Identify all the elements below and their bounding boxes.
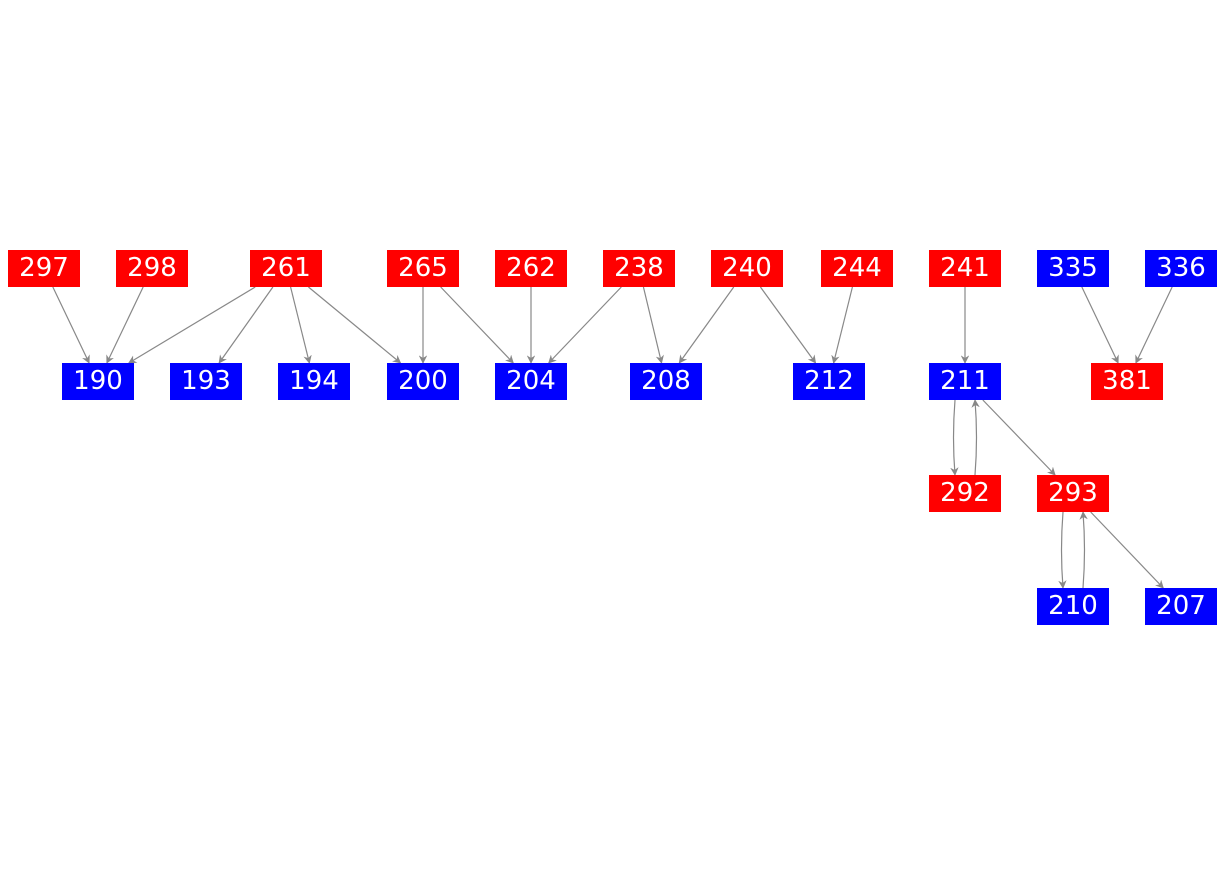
node-292: 292 [929,475,1001,512]
node-204: 204 [495,363,567,400]
node-207: 207 [1145,588,1217,625]
node-298: 298 [116,250,188,287]
edge-210-293 [1079,511,1088,589]
edge-261-194 [290,286,312,364]
node-335: 335 [1037,250,1109,287]
edge-211-293 [982,399,1056,476]
node-244: 244 [821,250,893,287]
node-200: 200 [387,363,459,400]
node-240: 240 [711,250,783,287]
node-293: 293 [1037,475,1109,512]
node-381: 381 [1091,363,1163,400]
edge-211-292 [950,399,959,476]
edge-297-190 [52,286,90,364]
node-262: 262 [495,250,567,287]
edge-240-208 [678,286,735,364]
node-211: 211 [929,363,1001,400]
node-208: 208 [630,363,702,400]
node-193: 193 [170,363,242,400]
edge-293-207 [1090,511,1164,589]
edge-292-211 [971,399,980,476]
node-241: 241 [929,250,1001,287]
edge-265-204 [440,286,514,364]
edge-336-381 [1135,286,1173,364]
edge-261-200 [308,286,402,364]
edge-261-193 [218,286,274,364]
edge-238-204 [548,286,622,364]
edge-238-208 [642,286,664,364]
node-212: 212 [793,363,865,400]
edge-240-212 [759,286,817,364]
node-261: 261 [250,250,322,287]
edge-335-381 [1081,286,1119,364]
node-210: 210 [1037,588,1109,625]
node-238: 238 [603,250,675,287]
node-336: 336 [1145,250,1217,287]
edge-293-210 [1058,511,1067,589]
edge-244-212 [831,286,853,364]
edge-298-190 [106,286,144,364]
node-297: 297 [8,250,80,287]
node-190: 190 [62,363,134,400]
node-194: 194 [278,363,350,400]
node-265: 265 [387,250,459,287]
edge-261-190 [128,286,256,364]
